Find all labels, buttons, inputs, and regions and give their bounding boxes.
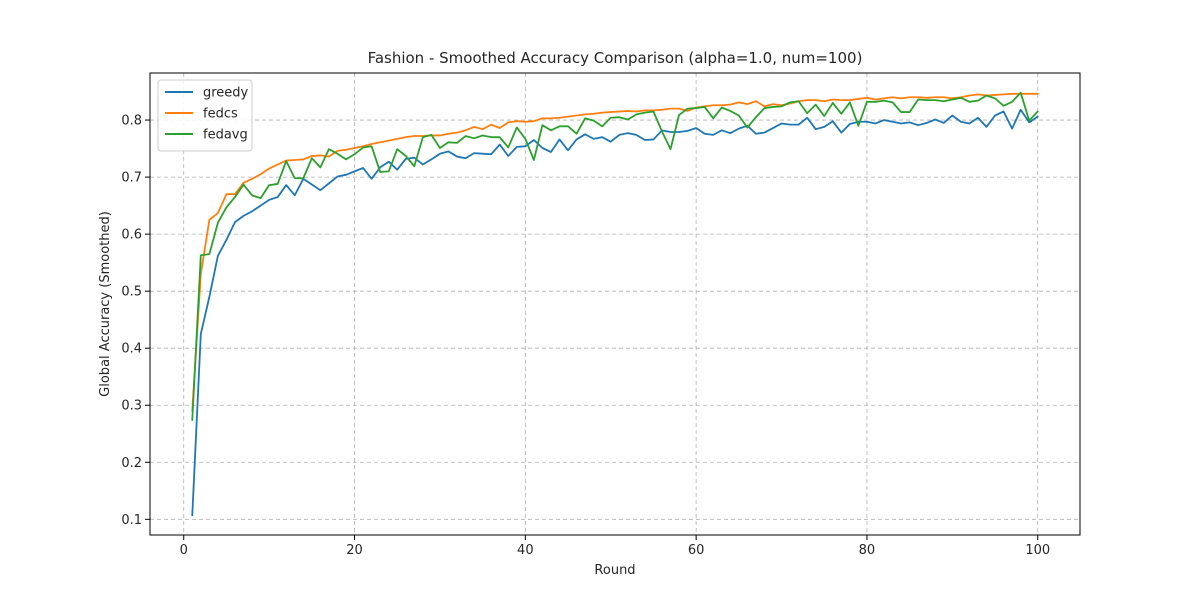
legend-label-greedy: greedy (203, 86, 249, 101)
x-axis-label: Round (594, 563, 635, 578)
legend-label-fedcs: fedcs (203, 107, 238, 122)
legend-label-fedavg: fedavg (203, 128, 248, 143)
y-tick-label: 0.1 (121, 513, 142, 528)
x-tick-label: 80 (859, 543, 876, 558)
y-tick-label: 0.8 (121, 114, 142, 129)
plot-area-frame (149, 72, 1081, 536)
chart-title: Fashion - Smoothed Accuracy Comparison (… (368, 49, 863, 67)
x-tick-label: 40 (517, 543, 534, 558)
y-tick-label: 0.3 (121, 399, 142, 414)
y-tick-label: 0.5 (121, 285, 142, 300)
y-tick-label: 0.4 (121, 342, 142, 357)
x-tick-label: 20 (346, 543, 363, 558)
series-line-fedcs (191, 92, 1039, 412)
x-tick-label: 100 (1025, 543, 1050, 558)
series-line-fedavg (191, 91, 1039, 421)
legend: greedy fedcs fedavg (157, 79, 253, 152)
series-lines (191, 91, 1039, 517)
y-tick-label: 0.6 (121, 228, 142, 243)
series-line-greedy (191, 108, 1039, 517)
x-tick-label: 60 (688, 543, 705, 558)
x-tick-label: 0 (180, 543, 188, 558)
y-tick-label: 0.2 (121, 456, 142, 471)
y-axis-label: Global Accuracy (Smoothed) (98, 211, 113, 397)
y-tick-label: 0.7 (121, 171, 142, 186)
grid (150, 73, 1080, 535)
axis-ticks: 0 20 40 60 80 100 0.1 0.2 0.3 0.4 0.5 0.6 0.7 0.8 (121, 114, 1050, 558)
